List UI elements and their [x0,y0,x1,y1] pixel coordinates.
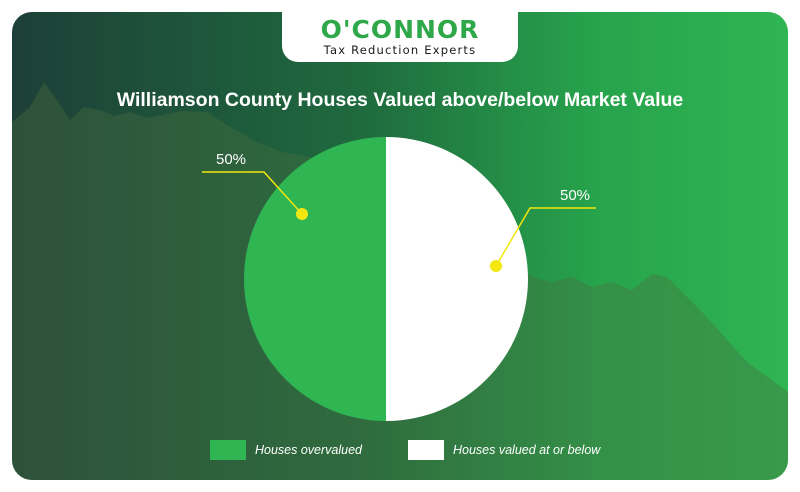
chart-title: Williamson County Houses Valued above/be… [116,89,684,111]
brand-name: O'CONNOR [320,15,480,44]
pie-slice-at-or-below [386,137,528,421]
legend-swatch-overvalued [210,440,246,460]
logo: O'CONNOR Tax Reduction Experts [282,12,518,62]
legend-item-overvalued: Houses overvalued [210,440,362,460]
infographic-card: O'CONNOR Tax Reduction Experts Williamso… [12,12,788,480]
legend-swatch-at-or-below [408,440,444,460]
callout-line-at-or-below [495,207,596,267]
data-label-overvalued: 50% [216,151,246,168]
callout-line-overvalued [202,171,303,215]
legend-label-at-or-below: Houses valued at or below [453,443,601,457]
brand-tagline: Tax Reduction Experts [323,43,477,57]
legend-label-overvalued: Houses overvalued [255,443,363,457]
pie-chart: 50% 50% [202,137,596,421]
data-label-at-or-below: 50% [560,187,590,204]
pie-slice-overvalued [244,137,386,421]
legend-item-at-or-below: Houses valued at or below [408,440,600,460]
